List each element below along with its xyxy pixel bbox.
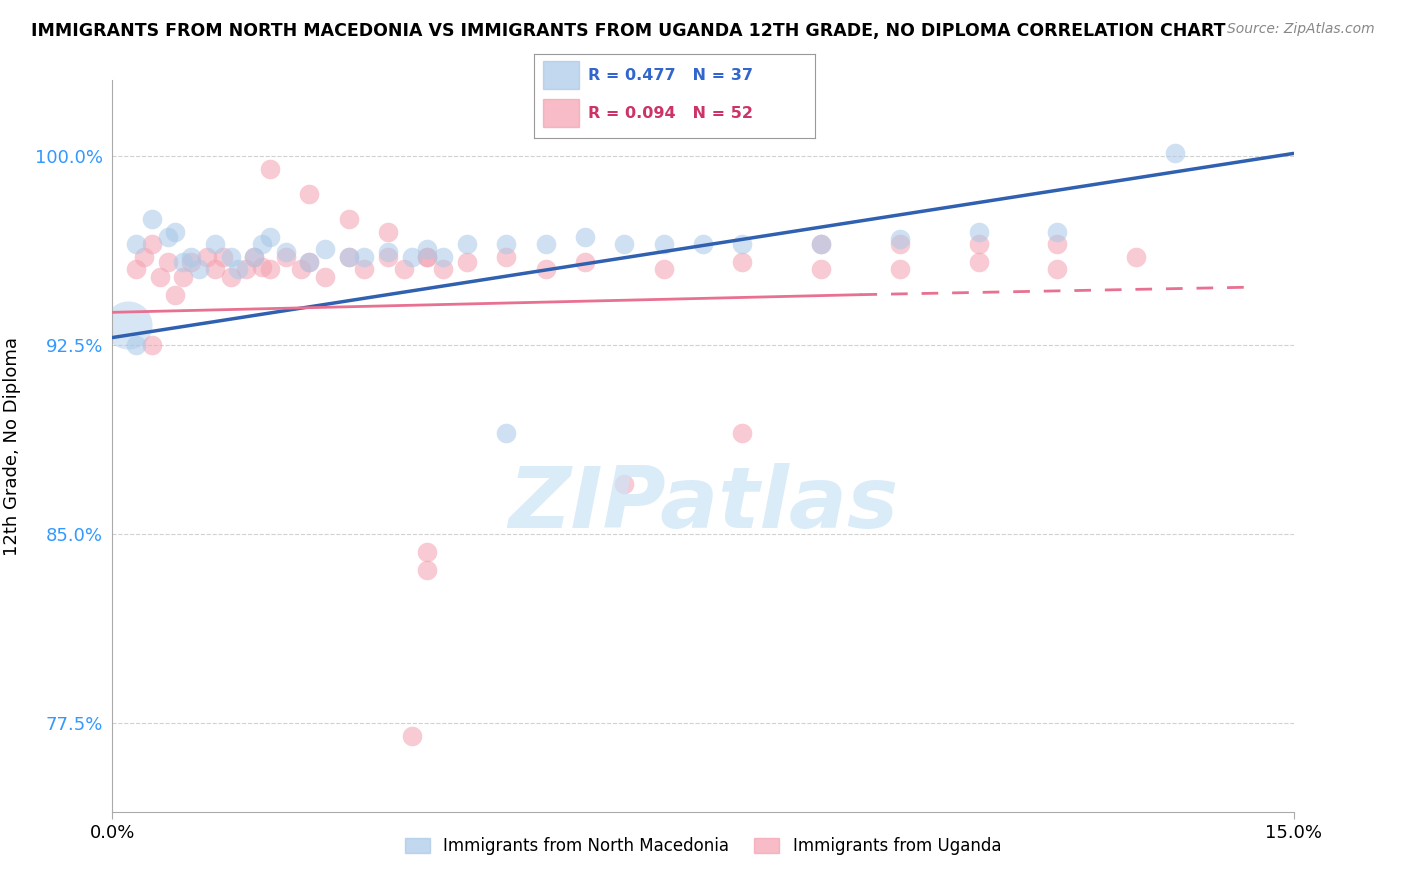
Point — [1046, 237, 1069, 252]
Point — [156, 229, 179, 244]
Legend: Immigrants from North Macedonia, Immigrants from Uganda: Immigrants from North Macedonia, Immigra… — [398, 830, 1008, 862]
Point — [731, 237, 754, 252]
Point — [416, 242, 439, 256]
Point — [172, 255, 194, 269]
Point — [495, 426, 517, 441]
Point — [889, 237, 911, 252]
Point — [117, 318, 139, 332]
Point — [219, 270, 242, 285]
Text: R = 0.094   N = 52: R = 0.094 N = 52 — [588, 106, 752, 120]
Point — [731, 255, 754, 269]
Point — [416, 563, 439, 577]
Point — [731, 426, 754, 441]
Point — [250, 237, 273, 252]
Point — [416, 250, 439, 264]
Point — [377, 250, 399, 264]
Bar — [543, 62, 579, 89]
Point — [211, 250, 233, 264]
Point — [432, 262, 454, 277]
Point — [172, 270, 194, 285]
Point — [456, 255, 478, 269]
Point — [353, 250, 375, 264]
Point — [810, 237, 832, 252]
Text: IMMIGRANTS FROM NORTH MACEDONIA VS IMMIGRANTS FROM UGANDA 12TH GRADE, NO DIPLOMA: IMMIGRANTS FROM NORTH MACEDONIA VS IMMIG… — [31, 22, 1226, 40]
Point — [298, 186, 321, 201]
Point — [314, 270, 336, 285]
Point — [165, 225, 187, 239]
Point — [1164, 146, 1187, 161]
Point — [195, 250, 218, 264]
Point — [298, 255, 321, 269]
Point — [132, 250, 155, 264]
Point — [613, 476, 636, 491]
Point — [188, 262, 211, 277]
Point — [228, 262, 250, 277]
Point — [534, 237, 557, 252]
Text: Source: ZipAtlas.com: Source: ZipAtlas.com — [1227, 22, 1375, 37]
Point — [692, 237, 714, 252]
Point — [889, 262, 911, 277]
Point — [416, 250, 439, 264]
Y-axis label: 12th Grade, No Diploma: 12th Grade, No Diploma — [3, 336, 21, 556]
Point — [259, 229, 281, 244]
Point — [574, 229, 596, 244]
Point — [243, 250, 266, 264]
Text: ZIPatlas: ZIPatlas — [508, 463, 898, 546]
Point — [1125, 250, 1147, 264]
Point — [1046, 225, 1069, 239]
Point — [125, 237, 148, 252]
Point — [259, 262, 281, 277]
Point — [889, 232, 911, 246]
Text: R = 0.477   N = 37: R = 0.477 N = 37 — [588, 68, 752, 83]
Point — [204, 237, 226, 252]
Point — [204, 262, 226, 277]
Point — [337, 250, 360, 264]
Point — [149, 270, 172, 285]
Point — [574, 255, 596, 269]
Point — [180, 255, 202, 269]
Point — [495, 250, 517, 264]
Point — [1046, 262, 1069, 277]
Point — [377, 244, 399, 259]
Point — [141, 212, 163, 227]
Point — [156, 255, 179, 269]
Point — [967, 225, 990, 239]
Point — [243, 250, 266, 264]
Point — [219, 250, 242, 264]
Point — [274, 250, 297, 264]
Point — [392, 262, 415, 277]
Point — [353, 262, 375, 277]
Point — [235, 262, 257, 277]
Point — [652, 237, 675, 252]
Point — [967, 255, 990, 269]
Point — [165, 287, 187, 301]
Point — [337, 250, 360, 264]
Point — [141, 237, 163, 252]
Point — [337, 212, 360, 227]
Point — [401, 729, 423, 743]
Point — [180, 250, 202, 264]
Point — [810, 262, 832, 277]
Point — [967, 237, 990, 252]
Point — [534, 262, 557, 277]
Bar — [543, 99, 579, 128]
Point — [495, 237, 517, 252]
Point — [125, 262, 148, 277]
Point — [613, 237, 636, 252]
Point — [401, 250, 423, 264]
Point — [298, 255, 321, 269]
Point — [290, 262, 312, 277]
Point — [274, 244, 297, 259]
Point — [652, 262, 675, 277]
Point — [377, 225, 399, 239]
Point — [141, 338, 163, 352]
Point — [250, 260, 273, 274]
Point — [432, 250, 454, 264]
Point — [314, 242, 336, 256]
Point — [810, 237, 832, 252]
Point — [125, 338, 148, 352]
Point — [456, 237, 478, 252]
Point — [416, 545, 439, 559]
Point — [259, 161, 281, 176]
